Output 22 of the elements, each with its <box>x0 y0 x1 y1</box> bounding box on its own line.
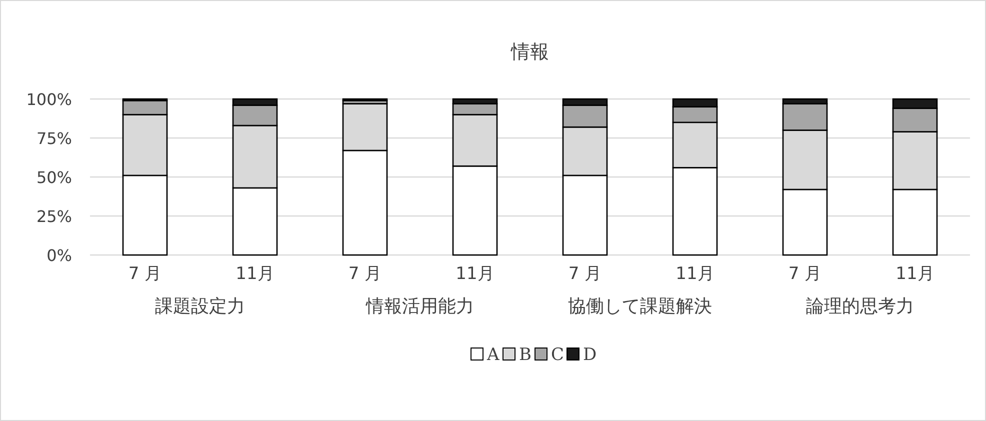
text: 協働して課題解決 <box>568 296 712 317</box>
x-tick-label: 11月 <box>456 264 494 284</box>
text: 情報活用能力 <box>365 296 474 317</box>
legend-label: B <box>519 345 532 365</box>
legend-label: A <box>486 345 500 365</box>
text: 論理的思考力 <box>806 296 914 317</box>
x-tick-label: 11月 <box>676 264 714 284</box>
y-tick-label: 75% <box>36 129 72 148</box>
legend-label: C <box>551 345 564 365</box>
text: 課題設定力 <box>155 296 245 317</box>
y-tick-label: 50% <box>36 168 72 187</box>
legend-label: D <box>583 345 597 365</box>
y-tick-label: 100% <box>26 90 72 109</box>
x-tick-label: 7 月 <box>788 264 822 284</box>
x-tick-label: 11月 <box>896 264 934 284</box>
chart-title: 情報 <box>510 41 549 63</box>
y-tick-label: 25% <box>36 207 72 226</box>
x-tick-label: 11月 <box>236 264 274 284</box>
y-tick-label: 0% <box>46 246 72 265</box>
x-tick-label: 7 月 <box>568 264 602 284</box>
x-tick-label: 7 月 <box>348 264 382 284</box>
x-tick-label: 7 月 <box>128 264 162 284</box>
